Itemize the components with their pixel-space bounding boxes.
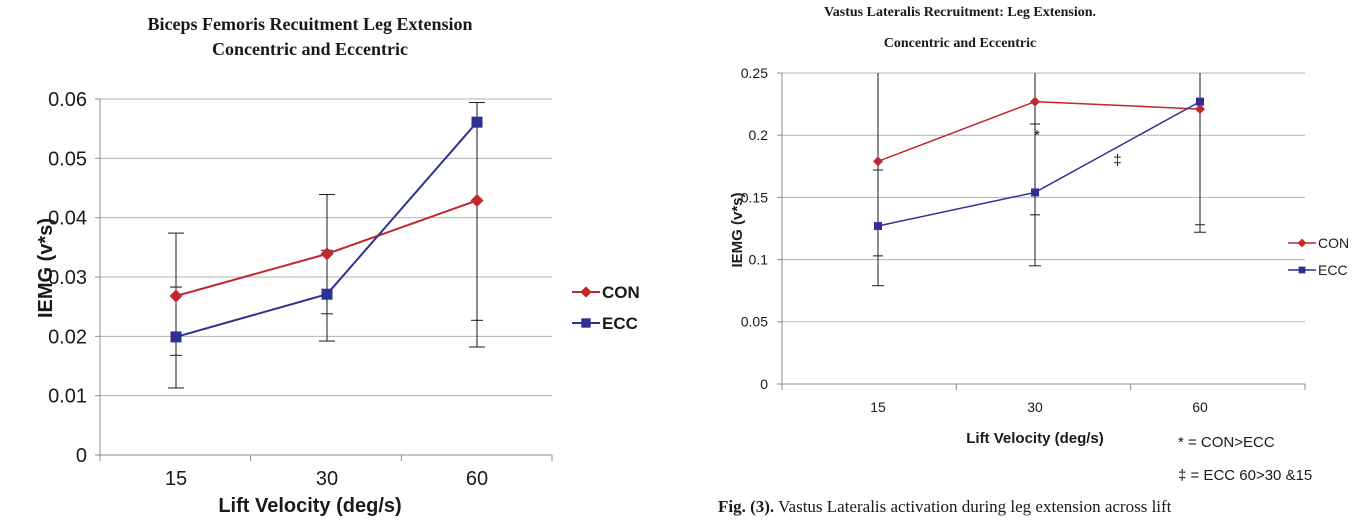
- series-markers: [169, 116, 484, 343]
- data-point-con: [1030, 96, 1040, 107]
- y-tick-label: 0.06: [48, 89, 87, 111]
- chart-title-line-1: Vastus Lateralis Recruitment: Leg Extens…: [824, 5, 1096, 20]
- series-markers: [873, 96, 1205, 231]
- figure-caption: Fig. (3). Vastus Lateralis activation du…: [718, 497, 1171, 517]
- data-point-ecc: [1196, 97, 1204, 106]
- significance-marker: *: [1034, 127, 1040, 144]
- legend-entry-con: CON: [1288, 235, 1349, 251]
- data-point-con: [320, 247, 334, 261]
- legend: CON ECC: [572, 283, 640, 333]
- data-point-ecc: [1031, 188, 1039, 197]
- y-tick-label: 0.05: [741, 314, 768, 330]
- x-tick-label: 30: [1027, 399, 1043, 415]
- x-tick-label: 60: [1192, 399, 1208, 415]
- y-tick-label: 0: [76, 445, 87, 467]
- x-axis-label: Lift Velocity (deg/s): [966, 430, 1104, 447]
- y-tick-label: 0.01: [48, 386, 87, 408]
- data-point-con: [470, 193, 484, 207]
- axes: [777, 72, 1306, 390]
- y-tick-label: 0.25: [741, 65, 768, 81]
- data-point-ecc: [321, 288, 333, 300]
- y-tick-label: 0: [760, 376, 768, 392]
- series-line-ecc: [877, 100, 1201, 227]
- axes: [95, 98, 553, 461]
- caption-text: Vastus Lateralis activation during leg e…: [778, 497, 1172, 516]
- legend-label: CON: [1318, 235, 1349, 251]
- vastus-lateralis-chart: Vastus Lateralis Recruitment: Leg Extens…: [729, 5, 1349, 484]
- note-significance-con-ecc: * = CON>ECC: [1178, 434, 1275, 451]
- chart-title-line-1: Biceps Femoris Recuitment Leg Extension: [148, 14, 473, 34]
- data-point-ecc: [471, 116, 483, 128]
- gridlines: [782, 72, 1305, 323]
- x-tick-label: 30: [316, 468, 338, 490]
- legend-entry-ecc: ECC: [1288, 262, 1348, 278]
- y-tick-label: 0.1: [749, 252, 769, 268]
- y-tick-labels: 0 0.05 0.1 0.15 0.2 0.25: [741, 65, 768, 392]
- caption-label: Fig. (3).: [718, 497, 775, 516]
- legend-label: ECC: [1318, 262, 1348, 278]
- significance-marker: ‡: [1113, 152, 1121, 169]
- x-tick-label: 15: [165, 468, 187, 490]
- y-axis-label: IEMG (v*s): [729, 192, 746, 267]
- data-point-con: [1195, 104, 1205, 115]
- data-point-con: [169, 289, 183, 303]
- y-tick-label: 0.03: [48, 267, 87, 289]
- x-tick-label: 15: [870, 399, 886, 415]
- data-point-ecc: [170, 331, 182, 343]
- y-tick-label: 0.05: [48, 148, 87, 170]
- y-tick-label: 0.02: [48, 326, 87, 348]
- y-tick-label: 0.15: [741, 189, 768, 205]
- error-bars: [872, 73, 1206, 287]
- biceps-femoris-chart: Biceps Femoris Recuitment Leg Extension …: [35, 14, 640, 517]
- legend-marker: [1298, 266, 1306, 274]
- chart-title-line-2: Concentric and Eccentric: [884, 36, 1036, 51]
- x-tick-label: 60: [466, 468, 488, 490]
- y-tick-label: 0.04: [48, 208, 87, 230]
- y-tick-label: 0.2: [749, 127, 769, 143]
- legend-marker: [581, 318, 591, 328]
- y-axis-label: IEMG (v*s): [35, 218, 57, 318]
- legend-label: ECC: [602, 314, 638, 333]
- gridlines: [100, 98, 552, 397]
- legend-marker: [580, 286, 592, 298]
- x-tick-labels: 15 30 60: [870, 399, 1208, 415]
- legend-marker: [1297, 238, 1307, 248]
- legend-entry-ecc: ECC: [572, 314, 638, 333]
- x-axis-label: Lift Velocity (deg/s): [218, 495, 401, 517]
- error-bars: [168, 102, 485, 389]
- series-lines: [877, 100, 1201, 227]
- data-point-con: [873, 156, 883, 167]
- y-tick-labels: 0 0.01 0.02 0.03 0.04 0.05 0.06: [48, 89, 87, 467]
- data-point-ecc: [874, 222, 882, 231]
- legend-label: CON: [602, 283, 640, 302]
- note-significance-ecc: ‡ = ECC 60>30 &15: [1178, 467, 1312, 484]
- legend-entry-con: CON: [572, 283, 640, 302]
- chart-title-line-2: Concentric and Eccentric: [212, 39, 408, 59]
- x-tick-labels: 15 30 60: [165, 468, 488, 490]
- annotations: *‡: [1034, 127, 1122, 169]
- legend: CON ECC: [1288, 235, 1349, 278]
